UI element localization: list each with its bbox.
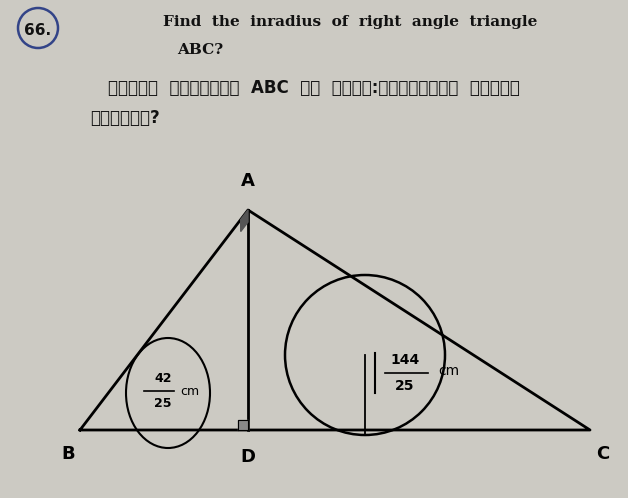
Text: cm: cm (180, 384, 199, 397)
Text: cm: cm (438, 364, 459, 378)
Text: D: D (241, 448, 256, 466)
Text: A: A (241, 172, 255, 190)
Text: B: B (62, 445, 75, 463)
Polygon shape (238, 420, 248, 430)
Text: C: C (596, 445, 609, 463)
Polygon shape (241, 210, 248, 232)
Text: 42: 42 (154, 372, 171, 385)
Text: 144: 144 (391, 353, 420, 367)
Text: 66.: 66. (24, 22, 51, 37)
Text: 25: 25 (395, 379, 414, 393)
Text: समकोण  त्रिभुज  ABC  का  अन्त:त्रिज्या  ज्ञात: समकोण त्रिभुज ABC का अन्त:त्रिज्या ज्ञात (108, 79, 520, 97)
Text: ABC?: ABC? (177, 43, 223, 57)
Text: Find  the  inradius  of  right  angle  triangle: Find the inradius of right angle triangl… (163, 15, 537, 29)
Text: 25: 25 (154, 397, 171, 410)
Text: कीजिये?: कीजिये? (90, 109, 160, 127)
